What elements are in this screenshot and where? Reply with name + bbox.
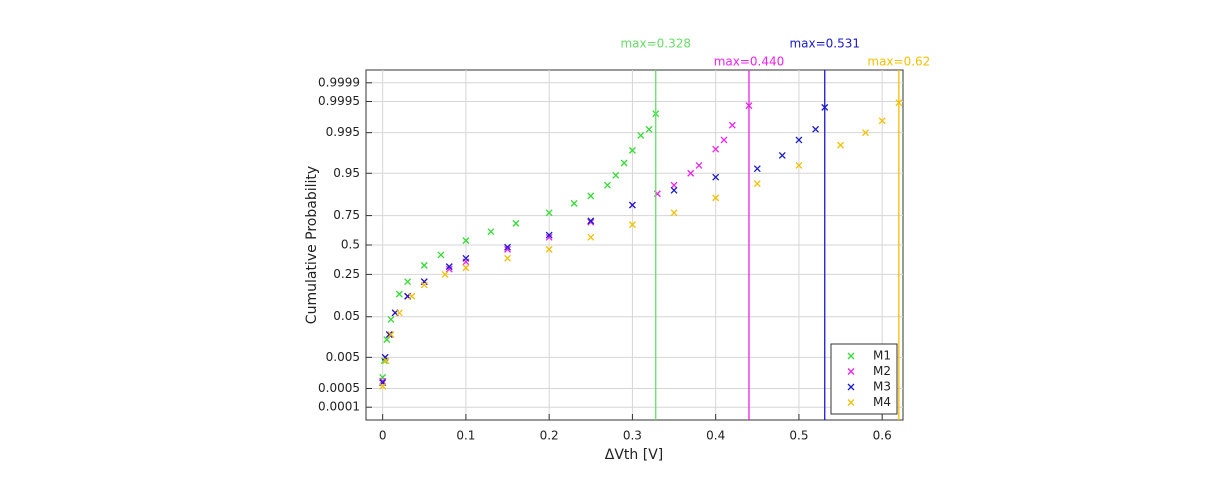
legend-label: M2 <box>873 364 891 378</box>
point <box>753 165 761 173</box>
point <box>379 382 387 390</box>
point <box>445 265 453 273</box>
point <box>395 309 403 317</box>
x-tick-label: 0.4 <box>706 429 725 443</box>
y-tick-label: 0.9999 <box>318 75 360 89</box>
point <box>862 129 869 137</box>
point <box>837 141 845 149</box>
point <box>670 186 678 194</box>
point <box>445 263 453 271</box>
point <box>404 278 412 286</box>
point <box>603 181 611 189</box>
x-tick-label: 0.6 <box>873 429 892 443</box>
point <box>812 125 820 133</box>
point <box>720 136 728 144</box>
point <box>670 209 678 217</box>
y-tick-label: 0.0005 <box>318 381 360 395</box>
point <box>462 237 470 245</box>
x-axis-label: ΔVth [V] <box>605 447 663 463</box>
point <box>620 159 628 167</box>
x-tick-label: 0.2 <box>540 429 559 443</box>
point <box>570 199 578 207</box>
legend-marker <box>847 352 855 360</box>
point <box>728 121 736 129</box>
point <box>395 290 403 298</box>
point <box>695 161 703 169</box>
y-tick-label: 0.25 <box>333 267 360 281</box>
legend-label: M4 <box>873 395 891 409</box>
y-tick-label: 0.95 <box>333 166 360 180</box>
point <box>795 136 803 144</box>
y-tick-label: 0.995 <box>326 125 360 139</box>
max-label: max=0.440 <box>714 55 785 69</box>
point <box>487 228 495 236</box>
point <box>462 264 470 272</box>
point <box>408 292 416 300</box>
x-tick-label: 0.3 <box>623 429 642 443</box>
point <box>587 218 595 226</box>
legend-box <box>830 343 898 415</box>
point <box>795 161 803 169</box>
point <box>878 117 886 125</box>
point <box>628 221 636 229</box>
point <box>628 146 636 154</box>
point <box>382 357 390 365</box>
y-tick-label: 0.9995 <box>318 94 360 108</box>
point <box>712 145 720 153</box>
legend-marker <box>847 368 855 375</box>
point <box>587 233 595 241</box>
legend-marker <box>847 383 855 391</box>
series <box>379 99 903 390</box>
point <box>637 131 645 139</box>
point <box>753 180 761 188</box>
grid <box>366 70 903 420</box>
x-tick-label: 0 <box>379 429 387 443</box>
y-axis-label: Cumulative Probability <box>304 166 320 324</box>
x-tick-label: 0.5 <box>789 429 808 443</box>
point <box>504 243 511 251</box>
point <box>420 261 428 269</box>
point <box>437 251 445 259</box>
point <box>628 201 636 209</box>
point <box>387 331 395 339</box>
point <box>587 192 595 200</box>
y-tick-label: 0.05 <box>333 309 360 323</box>
point <box>545 233 553 241</box>
point <box>712 173 720 181</box>
legend-label: M3 <box>873 380 891 394</box>
point <box>504 254 511 262</box>
point <box>545 231 553 239</box>
point <box>712 194 720 202</box>
point <box>512 219 520 227</box>
point <box>670 181 678 189</box>
x-tick-label: 0.1 <box>456 429 475 443</box>
point <box>462 254 470 262</box>
max-label: max=0.328 <box>620 37 691 51</box>
y-tick-label: 0.0001 <box>318 400 360 414</box>
point <box>387 315 395 323</box>
point <box>420 281 428 289</box>
legend-marker <box>847 399 855 406</box>
max-label: max=0.62 <box>867 55 930 69</box>
legend-label: M1 <box>873 349 891 363</box>
max-label: max=0.531 <box>789 37 860 51</box>
point <box>587 217 595 225</box>
point <box>645 125 653 133</box>
y-tick-label: 0.75 <box>333 208 360 222</box>
point <box>441 270 449 278</box>
y-tick-label: 0.5 <box>341 238 360 252</box>
point <box>545 245 553 253</box>
point <box>379 377 387 385</box>
series <box>379 110 660 381</box>
point <box>687 169 695 177</box>
y-tick-label: 0.005 <box>326 350 360 364</box>
point <box>545 209 553 217</box>
point <box>504 245 511 253</box>
point <box>612 171 620 179</box>
point <box>778 151 786 159</box>
point <box>385 331 393 339</box>
